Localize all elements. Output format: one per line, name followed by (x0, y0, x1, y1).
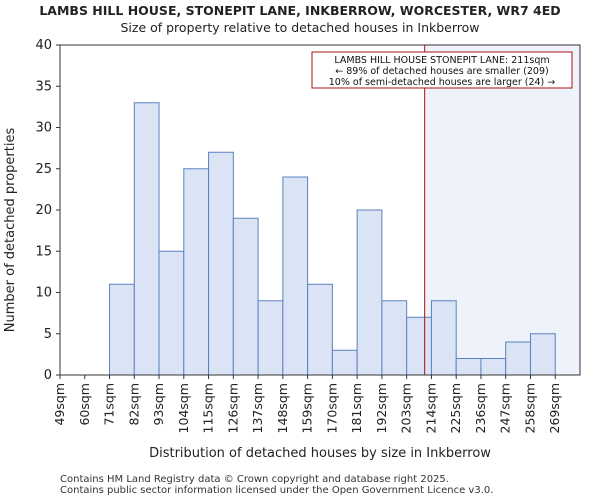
annotation-line: ← 89% of detached houses are smaller (20… (335, 66, 548, 77)
y-tick-label: 15 (35, 244, 52, 259)
y-tick-label: 25 (35, 162, 52, 177)
x-tick-label: 258sqm (522, 383, 537, 433)
x-tick-label: 126sqm (225, 383, 240, 433)
histogram-bar (257, 300, 284, 376)
x-tick-label: 170sqm (324, 383, 339, 433)
x-tick-label: 115sqm (201, 383, 216, 433)
x-tick-label: 49sqm (52, 383, 67, 426)
y-tick-label: 30 (35, 121, 52, 136)
histogram-bar (133, 102, 160, 376)
histogram-bar (505, 341, 531, 376)
histogram-bar (109, 283, 135, 376)
annotation-box (311, 51, 573, 89)
histogram-bar (331, 349, 358, 376)
y-tick-label: 10 (35, 286, 52, 301)
x-tick-label: 93sqm (151, 383, 166, 426)
histogram-bar (158, 250, 185, 376)
histogram-bar (529, 333, 556, 376)
footer-copyright: Contains HM Land Registry data © Crown c… (60, 474, 449, 485)
y-tick-label: 35 (35, 79, 52, 94)
histogram-bar (480, 358, 507, 376)
y-tick-label: 5 (44, 327, 52, 342)
chart-title: LAMBS HILL HOUSE, STONEPIT LANE, INKBERR… (39, 3, 561, 18)
y-axis-label: Number of detached properties (3, 128, 18, 333)
y-tick-label: 20 (35, 203, 52, 218)
x-tick-label: 269sqm (547, 383, 562, 433)
x-tick-label: 192sqm (374, 383, 389, 433)
x-tick-label: 82sqm (126, 383, 141, 426)
annotation-line: 10% of semi-detached houses are larger (… (329, 77, 556, 88)
histogram-bar (307, 283, 333, 376)
y-tick-label: 0 (44, 368, 52, 383)
x-tick-label: 214sqm (423, 383, 438, 433)
histogram-bar (455, 358, 482, 376)
x-tick-label: 137sqm (250, 383, 265, 433)
x-tick-label: 181sqm (349, 383, 364, 433)
x-tick-label: 203sqm (399, 383, 414, 433)
chart-subtitle: Size of property relative to detached ho… (120, 20, 480, 35)
x-tick-label: 60sqm (77, 383, 92, 426)
histogram-bar (183, 168, 210, 376)
x-tick-label: 159sqm (300, 383, 315, 433)
histogram-bar (282, 176, 309, 376)
x-tick-label: 71sqm (102, 383, 117, 426)
x-tick-label: 104sqm (176, 383, 191, 433)
histogram-bar (430, 300, 457, 376)
histogram-bar (381, 300, 408, 376)
x-tick-label: 247sqm (498, 383, 513, 433)
histogram-bar (356, 209, 383, 376)
x-tick-label: 148sqm (275, 383, 290, 433)
x-tick-label: 236sqm (473, 383, 488, 433)
y-tick-label: 40 (35, 38, 52, 53)
annotation-line: LAMBS HILL HOUSE STONEPIT LANE: 211sqm (334, 55, 549, 66)
x-axis-label: Distribution of detached houses by size … (149, 446, 491, 461)
footer-licence: Contains public sector information licen… (60, 485, 494, 496)
x-tick-label: 225sqm (448, 383, 463, 433)
histogram-bar (232, 217, 259, 376)
histogram-bar (208, 151, 234, 376)
histogram-bar (406, 316, 432, 376)
